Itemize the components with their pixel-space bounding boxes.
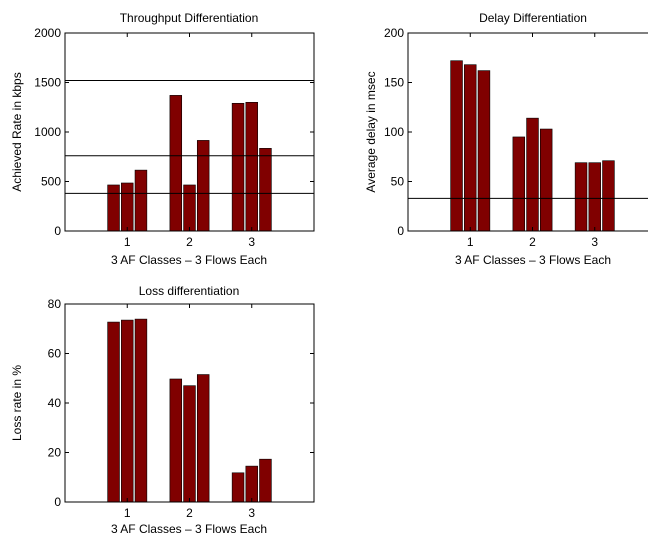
bar-class-1-flow-2	[121, 182, 134, 232]
throughput-panel: Throughput Differentiation 3 AF Classes …	[10, 11, 315, 267]
x-tick-label: 2	[529, 235, 536, 249]
bar-class-1-flow-1	[107, 184, 120, 232]
delay-ylabel: Average delay in msec	[364, 71, 378, 192]
bar-class-2-flow-3	[196, 140, 210, 232]
delay-panel: Delay Differentiation 3 AF Classes – 3 F…	[364, 11, 648, 267]
bar-class-3-flow-2	[588, 162, 601, 232]
y-tick-label: 0	[397, 224, 404, 238]
bar-class-2-flow-1	[512, 136, 526, 232]
y-tick-label: 1500	[34, 76, 61, 90]
x-tick-label: 3	[248, 235, 255, 249]
bar-class-3-flow-2	[245, 465, 258, 503]
loss-xlabel: 3 AF Classes – 3 Flows Each	[111, 522, 267, 536]
y-tick-label: 0	[54, 495, 61, 509]
bar-class-2-flow-2	[183, 385, 196, 503]
bar-class-2-flow-1	[169, 95, 183, 232]
delay-xlabel: 3 AF Classes – 3 Flows Each	[455, 253, 611, 267]
loss-plot: 0 20 40 60 80 1 2 3	[48, 297, 315, 520]
x-tick-label: 3	[591, 235, 598, 249]
bar-class-1-flow-3	[134, 169, 148, 232]
x-tick-label: 2	[186, 506, 193, 520]
x-tick-label: 3	[248, 506, 255, 520]
bar-class-1-flow-3	[134, 318, 148, 503]
y-tick-label: 40	[48, 396, 62, 410]
loss-panel: Loss differentiation 3 AF Classes – 3 Fl…	[10, 284, 315, 536]
y-tick-label: 50	[391, 175, 405, 189]
bar-class-3-flow-3	[259, 148, 272, 232]
bar-class-2-flow-3	[196, 374, 210, 503]
y-tick-label: 150	[384, 76, 404, 90]
throughput-plot: 0 500 1000 1500 2000 1 2 3	[34, 26, 315, 249]
bar-class-3-flow-1	[231, 102, 245, 232]
bar-class-1-flow-2	[464, 64, 477, 232]
throughput-title: Throughput Differentiation	[120, 11, 259, 25]
y-tick-label: 2000	[34, 26, 61, 40]
y-tick-label: 1000	[34, 125, 61, 139]
y-tick-label: 100	[384, 125, 404, 139]
x-tick-label: 1	[467, 235, 474, 249]
bar-class-3-flow-3	[602, 160, 615, 232]
x-tick-label: 1	[124, 506, 131, 520]
bar-class-1-flow-1	[107, 321, 120, 503]
delay-plot: 0 50 100 150 200 1 2 3	[384, 26, 648, 249]
loss-ylabel: Loss rate in %	[10, 365, 24, 441]
bar-class-2-flow-3	[539, 128, 553, 232]
bar-class-2-flow-2	[526, 117, 539, 232]
x-tick-label: 2	[186, 235, 193, 249]
bar-class-3-flow-2	[245, 102, 258, 232]
y-tick-label: 80	[48, 297, 62, 311]
bar-class-1-flow-2	[121, 319, 134, 503]
bar-class-1-flow-3	[477, 70, 491, 232]
bar-class-1-flow-1	[450, 60, 463, 232]
bar-class-3-flow-3	[259, 458, 272, 503]
loss-title: Loss differentiation	[139, 284, 240, 298]
delay-title: Delay Differentiation	[479, 11, 587, 25]
throughput-xlabel: 3 AF Classes – 3 Flows Each	[111, 253, 267, 267]
bar-class-2-flow-2	[183, 184, 196, 232]
y-tick-label: 20	[48, 446, 62, 460]
x-tick-label: 1	[124, 235, 131, 249]
throughput-ylabel: Achieved Rate in kbps	[10, 72, 24, 191]
y-tick-label: 0	[54, 224, 61, 238]
bar-class-3-flow-1	[231, 472, 245, 503]
bar-class-3-flow-1	[574, 162, 588, 232]
y-tick-label: 60	[48, 347, 62, 361]
y-tick-label: 500	[41, 175, 61, 189]
y-tick-label: 200	[384, 26, 404, 40]
bar-class-2-flow-1	[169, 378, 183, 503]
